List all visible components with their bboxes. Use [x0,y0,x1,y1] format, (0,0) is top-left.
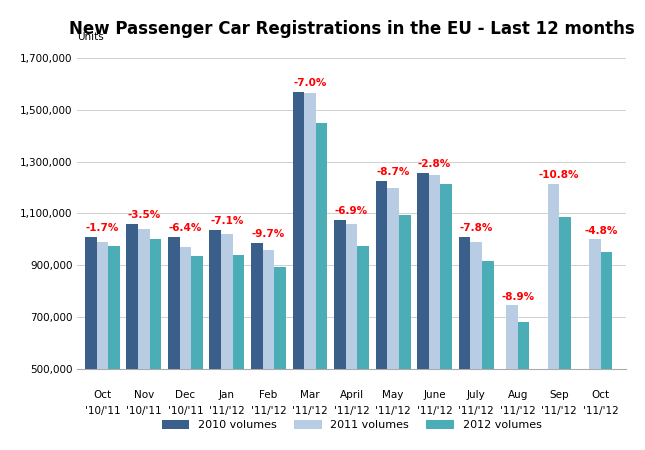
Bar [518,322,530,369]
Text: '10/'11: '10/'11 [84,406,120,416]
Text: '11/'12: '11/'12 [417,406,453,416]
Text: '11/'12: '11/'12 [250,406,286,416]
Bar [346,224,357,369]
Text: -6.4%: -6.4% [169,223,202,233]
Text: Nov: Nov [134,390,154,400]
Bar [210,230,221,369]
Text: Jan: Jan [219,390,235,400]
Bar [191,256,203,369]
Text: '11/'12: '11/'12 [375,406,411,416]
Text: -6.9%: -6.9% [335,206,368,216]
Text: Oct: Oct [94,390,112,400]
Text: '11/'12: '11/'12 [292,406,328,416]
Bar [387,188,399,369]
Text: '11/'12: '11/'12 [541,406,577,416]
Bar [429,175,441,369]
Bar [559,217,571,369]
Text: Mar: Mar [300,390,320,400]
Text: -4.8%: -4.8% [584,225,617,235]
Text: -7.0%: -7.0% [293,78,326,88]
Legend: 2010 volumes, 2011 volumes, 2012 volumes: 2010 volumes, 2011 volumes, 2012 volumes [157,416,546,435]
Bar [293,92,304,369]
Text: -9.7%: -9.7% [252,230,285,239]
Bar [304,93,316,369]
Bar [85,237,97,369]
Bar [274,266,286,369]
Text: Aug: Aug [508,390,528,400]
Text: July: July [467,390,486,400]
Bar [263,250,274,369]
Text: '11/'12: '11/'12 [583,406,619,416]
Text: Dec: Dec [175,390,195,400]
Bar [506,306,518,369]
Bar [168,237,179,369]
Bar [316,123,328,369]
Text: Feb: Feb [259,390,277,400]
Bar [221,234,233,369]
Text: -8.9%: -8.9% [501,292,534,302]
Text: '11/'12: '11/'12 [209,406,245,416]
Bar [399,215,410,369]
Text: '10/'11: '10/'11 [168,406,203,416]
Text: '11/'12: '11/'12 [458,406,494,416]
Bar [470,242,482,369]
Text: Units: Units [77,32,104,42]
Text: June: June [423,390,446,400]
Text: -7.1%: -7.1% [210,216,244,226]
Bar [334,220,346,369]
Bar [357,246,369,369]
Bar [600,252,612,369]
Text: -8.7%: -8.7% [377,167,410,177]
Text: -2.8%: -2.8% [418,159,452,169]
Bar [179,247,191,369]
Title: New Passenger Car Registrations in the EU - Last 12 months: New Passenger Car Registrations in the E… [68,20,635,38]
Text: May: May [382,390,404,400]
Bar [108,246,120,369]
Bar [251,243,263,369]
Bar [233,255,244,369]
Bar [97,242,108,369]
Bar [375,181,387,369]
Bar [459,237,470,369]
Text: April: April [339,390,364,400]
Text: -3.5%: -3.5% [127,210,161,220]
Bar [548,184,559,369]
Bar [126,224,138,369]
Text: -7.8%: -7.8% [459,223,493,233]
Bar [417,173,429,369]
Bar [482,261,493,369]
Text: Oct: Oct [591,390,610,400]
Text: -10.8%: -10.8% [539,170,579,180]
Bar [589,239,600,369]
Text: -1.7%: -1.7% [86,223,119,233]
Text: '10/'11: '10/'11 [126,406,162,416]
Bar [441,184,452,369]
Bar [150,239,161,369]
Text: Sep: Sep [550,390,569,400]
Bar [138,229,150,369]
Text: '11/'12: '11/'12 [500,406,535,416]
Text: '11/'12: '11/'12 [333,406,370,416]
